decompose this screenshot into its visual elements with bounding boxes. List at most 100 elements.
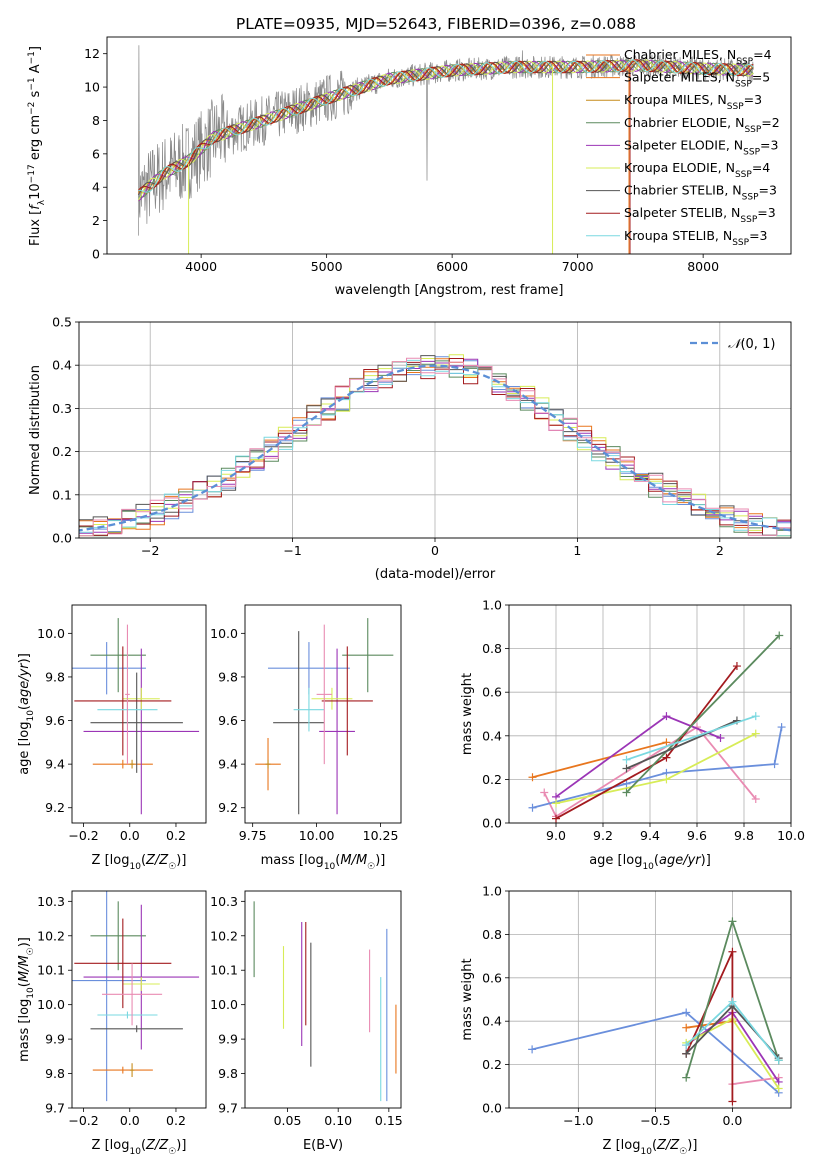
errorbar-point — [129, 759, 135, 769]
y-tick-label: 2 — [92, 213, 100, 228]
series-marker — [751, 712, 760, 721]
y-tick-label: 10.1 — [210, 963, 238, 978]
errorbar-point — [74, 918, 172, 1009]
errorbar-point — [122, 977, 160, 991]
y-tick-label: 9.8 — [218, 1066, 238, 1081]
axes-spectrum: 4000 5000 6000 7000 8000 0 2 4 6 8 10 12 wavelength … — [27, 36, 792, 298]
y-tick-label: 0 — [92, 247, 100, 262]
errorbar-point — [311, 687, 353, 710]
errorbar-point — [321, 646, 373, 756]
y-tick-label: 10.0 — [210, 626, 238, 641]
errorbar-point — [90, 672, 183, 773]
model-spectrum-line — [137, 59, 754, 201]
plot-frame — [106, 36, 792, 255]
plot-frame — [244, 604, 402, 824]
y-tick-label: 4 — [92, 180, 100, 195]
x-tick-label: 1 — [573, 543, 581, 558]
y-tick-label: 12 — [84, 46, 100, 61]
x-tick-label: 9.4 — [640, 828, 660, 843]
errorbar-points — [72, 891, 200, 1102]
x-tick-label: 0.0 — [120, 1113, 140, 1128]
errorbar-point — [92, 1066, 153, 1074]
series-marker — [540, 788, 549, 797]
x-tick-label: 9.0 — [546, 828, 566, 843]
y-axis-label: age [log10(age/yr)] — [17, 653, 36, 775]
x-tick-label: 5000 — [311, 259, 343, 274]
axes-residuals: −2 −1 0 1 2 0.0 0.1 0.2 0.3 0.4 0.5 (data-model)/er… — [28, 315, 792, 582]
x-axis-label: Z [log10(Z/Z☉)] — [603, 1138, 698, 1157]
axes-age-vs-mass: 9.75 10.00 10.25 9.2 9.4 9.6 9.8 10.0 mass [log1… — [210, 604, 402, 872]
y-tick-label: 9.4 — [45, 757, 65, 772]
x-axis-label: E(B-V) — [303, 1138, 343, 1153]
model-spectrum-line — [137, 59, 754, 196]
y-tick-label: 9.9 — [45, 1032, 65, 1047]
series-marker — [662, 753, 671, 762]
axes-massweight-vs-Z: −1.0 −0.5 0.0 0.0 0.2 0.4 0.6 0.8 1.0 Z [log10(Z/… — [460, 884, 792, 1157]
y-tick-label: 0.4 — [482, 728, 502, 743]
y-tick-label: 9.9 — [218, 1032, 238, 1047]
x-tick-label: 10.00 — [299, 828, 335, 843]
errorbar-point — [72, 642, 146, 695]
spectrum-legend: Chabrier MILES, NSSP=4 Salpeter MILES, NS… — [586, 47, 780, 248]
normal-distribution-line — [79, 364, 791, 532]
series-marker — [528, 803, 537, 812]
series-line — [625, 634, 780, 794]
legend-label: Kroupa MILES, NSSP=3 — [624, 92, 762, 112]
x-tick-label: 10.0 — [777, 828, 805, 843]
series-marker — [775, 631, 784, 640]
y-tick-label: 10.0 — [37, 997, 65, 1012]
model-spectrum-line — [138, 59, 754, 193]
series-marker — [732, 662, 741, 671]
series-marker — [622, 788, 631, 797]
errorbar-point — [125, 624, 130, 765]
x-tick-label: 10.25 — [363, 828, 399, 843]
y-tick-label: 0.3 — [52, 401, 72, 416]
errorbar-point — [265, 759, 271, 769]
x-axis-label: Z [log10(Z/Z☉)] — [92, 853, 187, 872]
errorbar-point — [102, 963, 163, 1026]
x-tick-label: 9.8 — [734, 828, 754, 843]
y-axis-label: mass weight — [460, 673, 475, 755]
mass-weight-lines — [528, 917, 783, 1106]
series-marker — [728, 947, 737, 956]
series-marker — [552, 814, 560, 823]
series-line — [532, 741, 667, 779]
series-marker — [777, 723, 786, 732]
y-tick-label: 10 — [84, 80, 100, 95]
series-marker — [774, 1084, 783, 1093]
y-tick-label: 9.8 — [45, 669, 65, 684]
legend-label: Chabrier ELODIE, NSSP=2 — [624, 115, 780, 135]
x-tick-label: 0 — [431, 543, 439, 558]
x-tick-label: 0.2 — [166, 828, 186, 843]
mass-weight-lines — [528, 631, 786, 823]
y-axis-label: Normed distribution — [28, 365, 43, 495]
y-tick-label: 9.4 — [218, 757, 238, 772]
errorbar-point — [273, 631, 325, 815]
x-tick-label: 0.10 — [324, 1113, 352, 1128]
errorbar-point — [293, 687, 325, 732]
x-tick-label: 9.75 — [239, 828, 267, 843]
series-marker — [662, 738, 671, 747]
x-tick-label: 9.6 — [687, 828, 707, 843]
y-tick-label: 0.0 — [482, 1101, 502, 1116]
legend-label: Salpeter ELODIE, NSSP=3 — [624, 137, 778, 157]
series-marker — [622, 755, 631, 764]
x-axis-label: wavelength [Angstrom, rest frame] — [335, 283, 564, 298]
series-marker — [728, 997, 737, 1006]
series-marker — [682, 1008, 691, 1017]
y-tick-label: 9.7 — [218, 1101, 238, 1116]
errorbar-point — [97, 1011, 158, 1019]
y-tick-label: 0.2 — [482, 1057, 502, 1072]
y-axis-label: mass [log10(M/M☉)] — [17, 937, 36, 1062]
x-tick-label: 4000 — [185, 259, 217, 274]
y-axis-label: mass weight — [460, 958, 475, 1040]
errorbar-point — [129, 1063, 135, 1077]
model-spectrum-line — [138, 59, 754, 202]
x-axis-label: age [log10(age/yr)] — [589, 853, 711, 872]
legend-label: 𝒩(0, 1) — [728, 337, 775, 352]
series-marker — [751, 795, 760, 804]
y-tick-label: 10.1 — [37, 963, 65, 978]
y-tick-label: 9.6 — [45, 713, 65, 728]
y-tick-label: 10.3 — [210, 894, 238, 909]
